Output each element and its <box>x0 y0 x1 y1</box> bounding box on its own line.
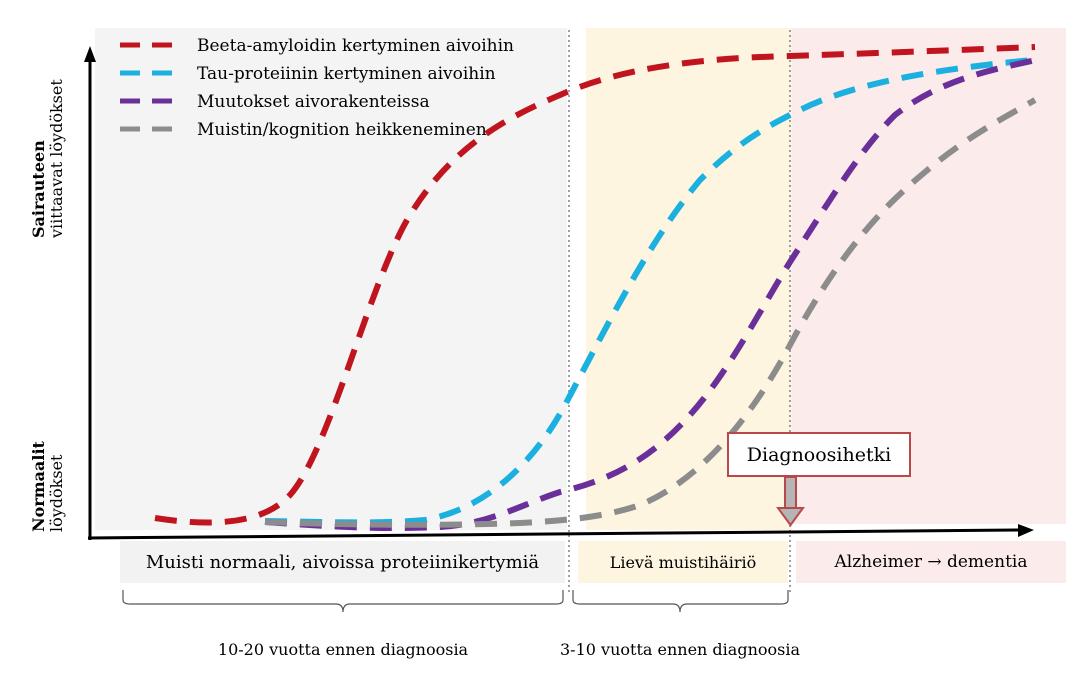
phase-2-label: Lievä muistihäiriö <box>609 552 757 572</box>
curve-tau <box>264 57 1033 526</box>
curve-cognition <box>264 97 1037 528</box>
brace-1 <box>122 590 564 613</box>
phase-3-label-bg <box>796 541 1066 583</box>
y-label-bottom-bold: Normaalit <box>29 441 48 532</box>
brace-1-label: 10-20 vuotta ennen diagnoosia <box>217 640 469 659</box>
phase-2-label-bg <box>578 541 788 583</box>
phase-1-label: Muisti normaali, aivoissa proteiinikerty… <box>145 551 540 573</box>
x-axis <box>87 528 1019 540</box>
y-label-bottom: Normaalit löydökset <box>29 441 66 532</box>
diagnosis-arrow <box>776 476 805 527</box>
phase-3-label: Alzheimer → dementia <box>834 552 1028 572</box>
y-label-top-text: viittaavat löydökset <box>47 79 66 238</box>
diagnosis-label-box: Diagnoosihetki <box>727 432 911 477</box>
curve-structural <box>264 57 1037 532</box>
x-axis-arrowhead <box>1018 524 1034 537</box>
legend-label-structural: Muutokset aivorakenteissa <box>197 92 430 112</box>
legend-label-cognition: Muistin/kognition heikkeneminen <box>197 120 487 140</box>
curve-beta-amyloid <box>154 44 1036 526</box>
diagnosis-label: Diagnoosihetki <box>746 443 892 466</box>
phase-1-label-bg <box>120 541 565 583</box>
y-label-bottom-text: löydökset <box>47 454 66 532</box>
legend-label-tau: Tau-proteiinin kertyminen aivoihin <box>197 64 496 84</box>
brace-2-label: 3-10 vuotta ennen diagnoosia <box>560 640 801 659</box>
y-label-top-bold: Sairauteen <box>29 140 48 238</box>
phase-1-region <box>95 28 567 530</box>
legend-label-beta-amyloid: Beeta-amyloidin kertyminen aivoihin <box>197 36 514 56</box>
y-axis-arrowhead <box>84 46 96 62</box>
legend: Beeta-amyloidin kertyminen aivoihin Tau-… <box>120 36 514 140</box>
y-label-top: Sairauteen viittaavat löydökset <box>29 79 66 238</box>
brace-2 <box>572 590 789 613</box>
